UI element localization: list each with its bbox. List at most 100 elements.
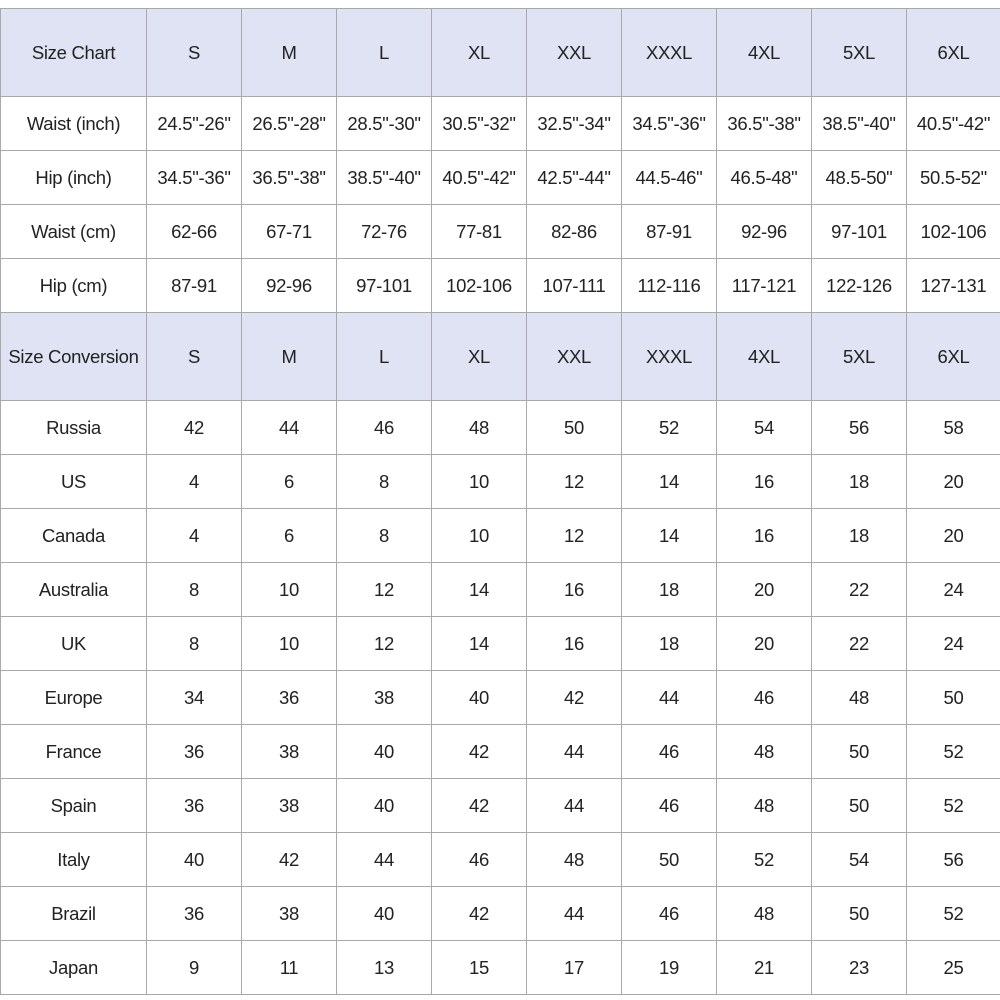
table-cell: 48 [526,832,622,887]
row-label: Waist (inch) [0,96,147,151]
table-cell: 24.5"-26" [146,96,242,151]
table-cell: 17 [526,940,622,995]
header-cell: 4XL [716,8,812,97]
row-label: Italy [0,832,147,887]
table-cell: 48.5-50" [811,150,907,205]
table-cell: 18 [811,508,907,563]
table-cell: 54 [811,832,907,887]
table-cell: 8 [146,616,242,671]
table-cell: 20 [716,616,812,671]
header-cell: XXL [526,312,622,401]
table-cell: 36 [146,886,242,941]
table-cell: 14 [431,616,527,671]
row-label: Canada [0,508,147,563]
header-cell: XXXL [621,8,717,97]
table-cell: 9 [146,940,242,995]
header-cell: 5XL [811,8,907,97]
table-cell: 10 [241,562,337,617]
table-cell: 52 [621,400,717,455]
table-cell: 4 [146,508,242,563]
table-cell: 30.5"-32" [431,96,527,151]
table-title: Size Chart [0,8,147,97]
header-cell: S [146,312,242,401]
table-cell: 14 [431,562,527,617]
table-cell: 8 [146,562,242,617]
table-cell: 97-101 [811,204,907,259]
table-cell: 28.5"-30" [336,96,432,151]
table-cell: 52 [906,778,1000,833]
table-cell: 72-76 [336,204,432,259]
table-cell: 87-91 [621,204,717,259]
table-cell: 38.5"-40" [811,96,907,151]
table-cell: 8 [336,508,432,563]
table-cell: 18 [811,454,907,509]
table-cell: 48 [716,886,812,941]
table-cell: 40.5"-42" [431,150,527,205]
table-cell: 38 [241,778,337,833]
table-cell: 40 [146,832,242,887]
table-cell: 16 [526,616,622,671]
table-cell: 50 [906,670,1000,725]
table-cell: 38.5"-40" [336,150,432,205]
table-cell: 15 [431,940,527,995]
table-cell: 22 [811,562,907,617]
table-cell: 107-111 [526,258,622,313]
table-cell: 12 [526,454,622,509]
table-cell: 23 [811,940,907,995]
table-cell: 50 [811,778,907,833]
row-label: Europe [0,670,147,725]
table-cell: 25 [906,940,1000,995]
row-label: UK [0,616,147,671]
row-label: Hip (cm) [0,258,147,313]
table-cell: 40.5"-42" [906,96,1000,151]
table-cell: 16 [526,562,622,617]
table-cell: 42 [526,670,622,725]
table-cell: 22 [811,616,907,671]
table-cell: 112-116 [621,258,717,313]
table-cell: 40 [431,670,527,725]
table-cell: 10 [431,454,527,509]
table-cell: 48 [716,778,812,833]
table-cell: 12 [336,616,432,671]
table-cell: 42 [431,886,527,941]
table-cell: 24 [906,562,1000,617]
table-cell: 16 [716,508,812,563]
table-cell: 97-101 [336,258,432,313]
table-cell: 46 [716,670,812,725]
table-cell: 40 [336,778,432,833]
table-cell: 40 [336,724,432,779]
table-cell: 46 [336,400,432,455]
table-cell: 44 [336,832,432,887]
table-cell: 38 [241,724,337,779]
header-cell: M [241,312,337,401]
table-cell: 92-96 [241,258,337,313]
table-title: Size Conversion [0,312,147,401]
table-cell: 52 [716,832,812,887]
header-cell: 5XL [811,312,907,401]
table-cell: 16 [716,454,812,509]
table-cell: 32.5"-34" [526,96,622,151]
table-cell: 8 [336,454,432,509]
row-label: Australia [0,562,147,617]
table-cell: 34.5"-36" [146,150,242,205]
table-cell: 4 [146,454,242,509]
table-cell: 48 [716,724,812,779]
header-cell: XL [431,8,527,97]
table-cell: 46 [621,778,717,833]
table-cell: 44.5-46" [621,150,717,205]
table-cell: 50 [526,400,622,455]
row-label: Waist (cm) [0,204,147,259]
table-cell: 46.5-48" [716,150,812,205]
table-cell: 122-126 [811,258,907,313]
header-cell: XL [431,312,527,401]
table-cell: 44 [526,886,622,941]
header-cell: XXXL [621,312,717,401]
table-cell: 20 [906,508,1000,563]
table-cell: 50 [621,832,717,887]
table-cell: 38 [241,886,337,941]
table-cell: 34 [146,670,242,725]
row-label: Brazil [0,886,147,941]
header-cell: S [146,8,242,97]
header-cell: XXL [526,8,622,97]
